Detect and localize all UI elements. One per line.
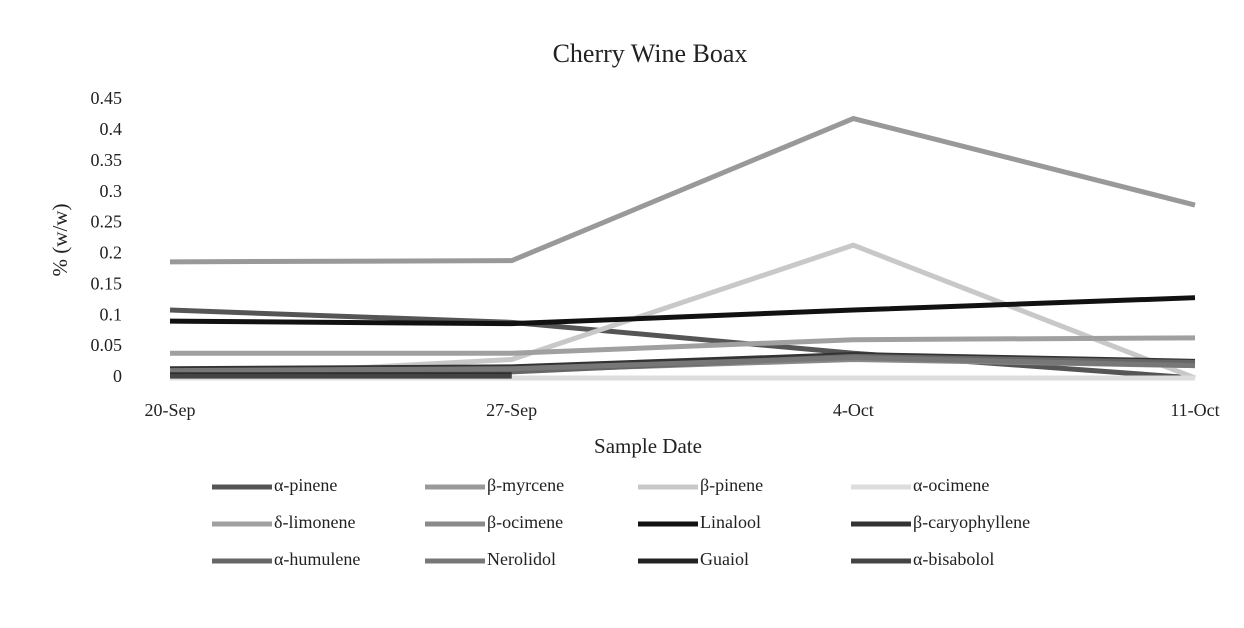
legend-label: β-caryophyllene xyxy=(913,512,1030,532)
legend-label: α-bisabolol xyxy=(913,549,994,569)
series-line xyxy=(170,335,1196,356)
series-line xyxy=(169,355,1196,374)
y-tick-label: 0.4 xyxy=(100,119,123,139)
legend-label: Linalool xyxy=(700,512,761,532)
legend-label: α-humulene xyxy=(274,549,360,569)
y-tick-label: 0.2 xyxy=(100,243,123,263)
y-tick-label: 0.1 xyxy=(100,304,123,324)
y-tick-label: 0.25 xyxy=(91,212,123,232)
x-tick-label: 4-Oct xyxy=(833,400,874,420)
y-tick-label: 0.35 xyxy=(91,150,123,170)
legend-label: δ-limonene xyxy=(274,512,355,532)
series-line xyxy=(169,295,1196,327)
legend-label: β-myrcene xyxy=(487,475,564,495)
y-tick-label: 0.3 xyxy=(100,181,123,201)
legend-label: α-pinene xyxy=(274,475,337,495)
legend-label: Guaiol xyxy=(700,549,749,569)
x-tick-label: 27-Sep xyxy=(486,400,537,420)
y-tick-label: 0.15 xyxy=(91,273,123,293)
y-tick-label: 0.45 xyxy=(91,88,123,108)
y-tick-label: 0.05 xyxy=(91,335,123,355)
legend-label: α-ocimene xyxy=(913,475,989,495)
x-tick-label: 11-Oct xyxy=(1170,400,1219,420)
legend-label: Nerolidol xyxy=(487,549,556,569)
legend-label: β-ocimene xyxy=(487,512,563,532)
y-axis-label: % (w/w) xyxy=(48,204,72,277)
x-axis-label: Sample Date xyxy=(594,434,702,458)
x-tick-label: 20-Sep xyxy=(145,400,196,420)
legend-label: β-pinene xyxy=(700,475,763,495)
y-tick-label: 0 xyxy=(113,366,122,386)
series-line xyxy=(169,115,1196,265)
series-line xyxy=(169,307,1196,381)
chart-title: Cherry Wine Boax xyxy=(553,39,748,68)
